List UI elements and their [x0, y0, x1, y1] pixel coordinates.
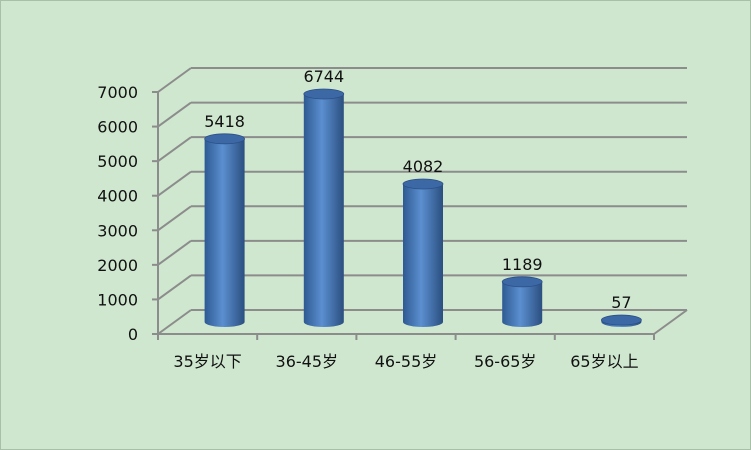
x-tick-label: 36-45岁 [276, 352, 339, 371]
x-tick-label: 46-55岁 [375, 352, 438, 371]
y-tick-label: 5000 [97, 152, 138, 171]
bar-body [502, 281, 543, 328]
depth-gridline [157, 101, 192, 128]
data-label: 4082 [403, 157, 444, 176]
x-tick-label: 65岁以上 [570, 352, 638, 371]
depth-gridline [157, 240, 192, 266]
bar-top [402, 178, 444, 190]
bar-1 [303, 88, 345, 328]
bar-top [303, 88, 345, 100]
floor-edge [653, 309, 688, 335]
bar-4 [601, 314, 642, 327]
bar-top [204, 133, 246, 145]
bar-top [501, 276, 543, 288]
y-tick-label: 1000 [97, 290, 138, 309]
depth-gridline [157, 205, 192, 232]
depth-gridline [157, 274, 192, 301]
bar-body [403, 183, 443, 327]
data-label: 5418 [204, 112, 245, 131]
data-label: 57 [611, 293, 631, 312]
depth-gridline [157, 309, 192, 335]
bar-top [601, 314, 642, 326]
bar-0 [204, 133, 246, 328]
bar-3 [501, 276, 543, 328]
y-tick-label: 0 [128, 325, 138, 344]
bar-body [204, 138, 245, 328]
x-tick-label: 35岁以下 [173, 352, 241, 371]
data-label: 1189 [502, 255, 543, 274]
depth-gridline [157, 67, 192, 93]
y-tick-label: 4000 [97, 187, 138, 206]
y-tick-label: 3000 [97, 221, 138, 240]
bar-2 [402, 178, 444, 327]
x-tick-label: 56-65岁 [474, 352, 537, 371]
bar-body [303, 94, 344, 328]
depth-gridline [157, 170, 192, 197]
y-tick-label: 6000 [97, 118, 138, 137]
y-tick-label: 2000 [97, 256, 138, 275]
depth-gridline [157, 136, 192, 162]
data-label: 6744 [303, 67, 344, 86]
y-tick-label: 7000 [97, 83, 138, 102]
